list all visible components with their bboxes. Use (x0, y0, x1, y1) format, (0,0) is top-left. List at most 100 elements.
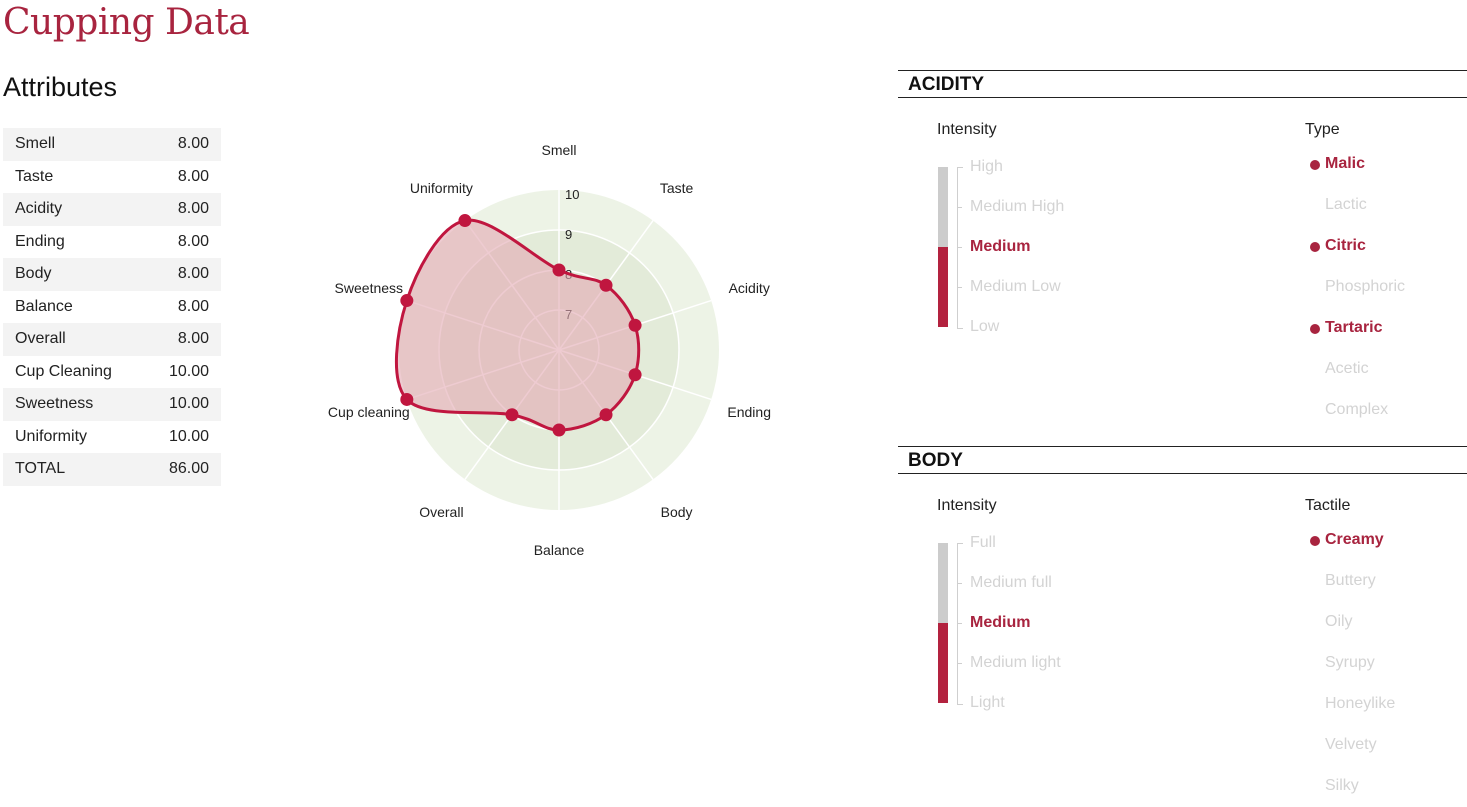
acidity-level-medium-high: Medium High (970, 198, 1065, 215)
acidity-type-tartaric: Tartaric (1310, 319, 1383, 337)
acidity-type-citric: Citric (1310, 237, 1366, 255)
body-level-full: Full (970, 534, 996, 551)
acidity-type-acetic: Acetic (1325, 360, 1369, 377)
attribute-score: 8.00 (177, 297, 209, 315)
acidity-level-high: High (970, 158, 1003, 175)
acidity-type-label: Type (1305, 121, 1340, 138)
radar-data-point (628, 368, 642, 382)
acidity-level-medium: Medium (970, 238, 1031, 255)
attribute-name: Uniformity (15, 427, 88, 445)
body-tactile-oily: Oily (1325, 613, 1353, 630)
body-intensity-label: Intensity (937, 497, 997, 514)
attribute-name: Balance (15, 297, 73, 315)
attribute-score: 10.00 (168, 427, 209, 445)
radar-chart: 78910SmellTasteAcidityEndingBodyBalanceO… (328, 142, 771, 558)
attribute-score: 10.00 (168, 362, 209, 380)
radar-data-point (458, 214, 472, 228)
attribute-name: Smell (15, 135, 56, 153)
body-intensity-fill (938, 623, 948, 703)
radar-data-point (599, 408, 613, 422)
radar-category-label: Sweetness (335, 280, 403, 296)
acidity-type-malic: Malic (1310, 155, 1365, 173)
radar-data-point (599, 278, 613, 292)
body-tick (957, 623, 962, 624)
radar-category-label: Balance (534, 542, 585, 558)
body-tactile-silky: Silky (1325, 777, 1359, 794)
acidity-type-phosphoric: Phosphoric (1325, 278, 1406, 295)
acidity-panel: ACIDITY Intensity Type High Medium High … (898, 70, 1467, 440)
acidity-scale-bracket (957, 167, 963, 329)
body-tactile-honeylike: Honeylike (1325, 695, 1396, 712)
attribute-score: 8.00 (177, 232, 209, 250)
attribute-name: Sweetness (15, 395, 94, 413)
body-tick (957, 583, 962, 584)
table-row: Taste 8.00 (3, 161, 221, 194)
attribute-name: Cup Cleaning (15, 362, 112, 380)
attribute-name: Acidity (15, 200, 63, 218)
selected-dot-icon (1310, 536, 1320, 546)
radar-data-point (400, 294, 414, 308)
attribute-score: 8.00 (177, 200, 209, 218)
attributes-table: Smell 8.00 Taste 8.00 Acidity 8.00 Ending 8.… (3, 128, 221, 486)
table-row-total: TOTAL 86.00 (3, 453, 221, 486)
acidity-level-medium-low: Medium Low (970, 278, 1061, 295)
total-score: 86.00 (168, 460, 209, 478)
radar-data-point (505, 408, 519, 422)
acidity-level-low: Low (970, 318, 1000, 335)
radar-category-label: Acidity (729, 280, 770, 296)
radar-category-label: Body (661, 504, 693, 520)
radar-data-point (400, 392, 414, 406)
body-level-medium-full: Medium full (970, 574, 1052, 591)
radar-tick-label: 10 (565, 187, 579, 202)
table-row: Sweetness 10.00 (3, 388, 221, 421)
attribute-name: Overall (15, 330, 66, 348)
attribute-name: Taste (15, 167, 54, 185)
acidity-intensity-label: Intensity (937, 121, 997, 138)
selected-dot-icon (1310, 160, 1320, 170)
attribute-name: Ending (15, 232, 65, 250)
radar-category-label: Cup cleaning (328, 404, 410, 420)
body-panel: BODY Intensity Tactile Full Medium full … (898, 446, 1467, 807)
selected-dot-icon (1310, 242, 1320, 252)
table-row: Cup Cleaning 10.00 (3, 356, 221, 389)
attributes-heading: Attributes (3, 72, 118, 102)
body-tactile-label: Tactile (1305, 497, 1351, 514)
attribute-score: 8.00 (177, 265, 209, 283)
table-row: Smell 8.00 (3, 128, 221, 161)
table-row: Balance 8.00 (3, 291, 221, 324)
radar-tick-label: 9 (565, 227, 572, 242)
body-level-medium: Medium (970, 614, 1031, 631)
table-row: Body 8.00 (3, 258, 221, 291)
radar-category-label: Taste (660, 180, 694, 196)
radar-category-label: Overall (419, 504, 463, 520)
body-tactile-buttery: Buttery (1325, 572, 1376, 589)
radar-data-point (628, 318, 642, 332)
body-tactile-velvety: Velvety (1325, 736, 1377, 753)
table-row: Acidity 8.00 (3, 193, 221, 226)
body-header: BODY (898, 446, 1467, 474)
radar-category-label: Ending (727, 404, 771, 420)
page-title: Cupping Data (3, 2, 250, 43)
acidity-type-complex: Complex (1325, 401, 1389, 418)
acidity-tick (957, 247, 962, 248)
body-level-light: Light (970, 694, 1005, 711)
radar-data-point (552, 423, 566, 437)
radar-category-label: Uniformity (410, 180, 473, 196)
selected-dot-icon (1310, 324, 1320, 334)
table-row: Overall 8.00 (3, 323, 221, 356)
attribute-score: 10.00 (168, 395, 209, 413)
acidity-intensity-fill (938, 247, 948, 327)
body-scale-bracket (957, 543, 963, 705)
table-row: Ending 8.00 (3, 226, 221, 259)
body-tactile-creamy: Creamy (1310, 531, 1384, 549)
radar-category-label: Smell (541, 142, 576, 158)
acidity-tick (957, 287, 962, 288)
body-level-medium-light: Medium light (970, 654, 1061, 671)
table-row: Uniformity 10.00 (3, 421, 221, 454)
attribute-name: Body (15, 265, 52, 283)
acidity-type-lactic: Lactic (1325, 196, 1367, 213)
total-label: TOTAL (15, 460, 66, 478)
attribute-score: 8.00 (177, 167, 209, 185)
acidity-header: ACIDITY (898, 70, 1467, 98)
attribute-score: 8.00 (177, 135, 209, 153)
